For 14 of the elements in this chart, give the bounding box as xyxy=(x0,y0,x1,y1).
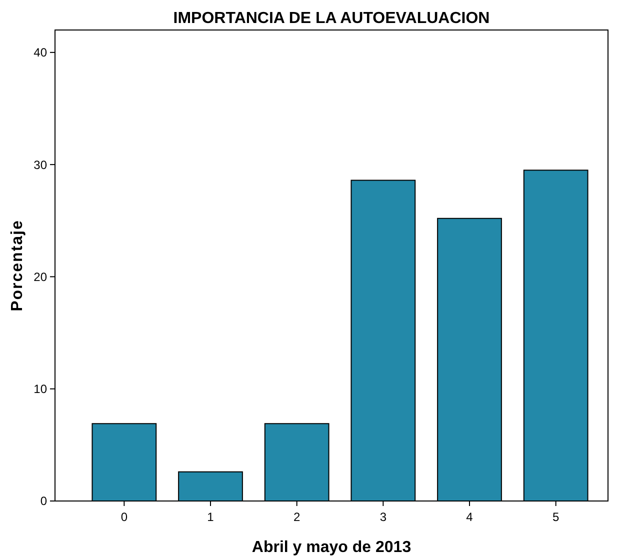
chart-title: IMPORTANCIA DE LA AUTOEVALUACION xyxy=(173,10,490,27)
x-tick-label: 4 xyxy=(466,510,474,524)
y-tick-label: 20 xyxy=(34,270,48,284)
x-tick-label: 3 xyxy=(380,510,387,524)
x-tick-label: 2 xyxy=(293,510,300,524)
y-tick-label: 0 xyxy=(40,494,48,508)
x-tick-label: 1 xyxy=(207,510,214,524)
y-tick-label: 30 xyxy=(34,158,48,172)
x-tick-label: 0 xyxy=(120,510,128,524)
x-axis-title: Abril y mayo de 2013 xyxy=(252,539,412,556)
y-tick-label: 10 xyxy=(34,382,48,396)
x-tick-label: 5 xyxy=(552,510,560,524)
y-tick-label: 40 xyxy=(34,46,48,60)
y-axis-title: Porcentaje xyxy=(9,220,26,312)
